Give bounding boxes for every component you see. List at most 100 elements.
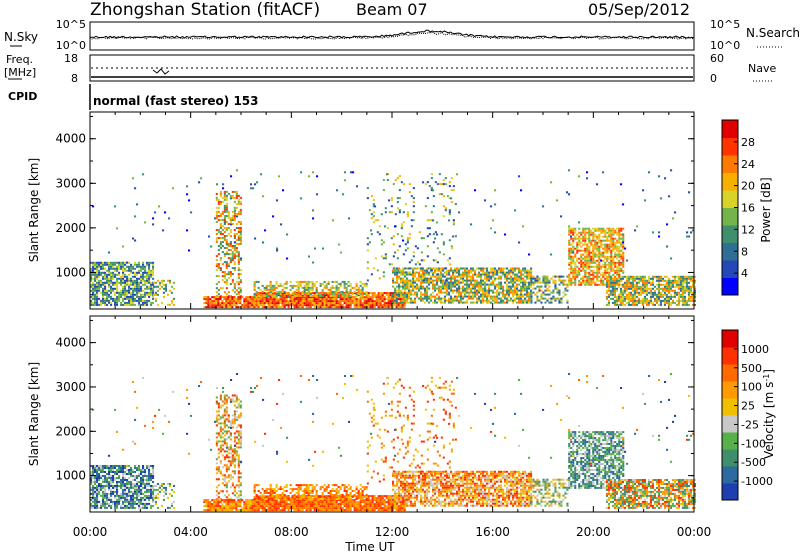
power-echo [118,265,121,268]
power-echo [606,239,609,242]
power-echo [307,280,310,283]
power-echo [327,304,330,307]
velocity-echo [130,496,133,499]
power-echo [528,291,531,294]
power-echo [522,293,525,296]
nave-excursion [152,68,170,75]
power-echo [474,291,477,294]
power-echo [610,253,613,256]
power-echo [510,267,513,270]
power-echo [402,211,405,214]
power-echo [584,271,587,274]
power-echo [687,299,690,302]
power-echo [620,237,623,240]
power-echo [532,281,535,284]
power-echo [162,287,165,290]
power-echo [383,296,386,299]
power-echo [613,285,616,288]
power-echo [454,269,457,272]
power-echo [434,269,437,272]
velocity-echo [140,492,143,495]
velocity-echo [94,498,97,501]
power-echo [492,295,495,298]
power-echo [90,289,93,292]
power-echo [215,233,218,235]
power-echo [550,181,553,184]
power-echo [132,265,135,268]
power-echo [598,265,601,268]
power-echo [160,281,163,284]
power-echo [665,289,668,292]
power-echo [643,301,646,304]
power-echo [219,267,222,270]
power-echo [406,211,409,214]
power-echo [605,291,608,294]
power-echo [323,280,326,283]
power-echo [510,279,513,282]
power-echo [669,289,672,292]
power-echo [223,255,226,258]
power-echo [136,295,139,298]
power-echo [611,283,614,286]
power-echo [254,237,257,240]
power-echo [252,187,255,190]
power-echo [402,297,405,300]
power-cells [90,169,696,309]
power-echo [486,271,489,274]
power-echo [590,255,593,258]
velocity-echo [114,506,117,509]
power-echo [259,302,262,305]
power-echo [291,286,294,289]
power-echo [395,306,398,309]
power-echo [102,299,105,302]
power-echo [526,281,529,284]
power-echo [134,289,137,292]
power-echo [596,279,599,282]
power-echo [347,302,350,305]
power-echo [140,299,143,302]
power-echo [158,205,161,208]
power-echo [516,277,519,280]
velocity-echo [96,504,99,507]
power-echo [126,283,129,286]
power-echo [422,287,425,290]
power-echo [100,273,103,276]
power-echo [275,293,278,295]
power-echo [172,187,175,190]
power-echo [669,301,672,304]
power-echo [227,298,230,301]
power-echo [598,241,601,244]
power-echo [387,306,390,309]
power-echo [102,289,105,292]
power-echo [522,279,525,282]
power-echo [391,300,394,303]
power-echo [106,269,109,272]
power-echo [412,197,415,200]
power-echo [486,273,489,276]
power-echo [594,275,597,278]
power-echo [271,300,274,303]
power-echo [510,287,513,290]
power-echo [496,291,499,294]
power-echo [586,245,589,248]
power-echo [275,304,278,307]
power-echo [277,284,280,287]
power-echo [235,243,238,245]
power-echo [261,296,264,299]
power-echo [384,257,387,260]
power-echo [309,286,312,289]
power-echo [333,295,336,297]
power-echo [408,283,411,286]
velocity-echo [134,467,137,469]
power-echo [641,285,644,288]
velocity-echo [108,496,111,499]
power-echo [484,199,487,202]
power-echo [106,275,109,278]
power-echo [377,296,380,299]
power-echo [297,282,300,285]
power-echo [122,287,125,290]
velocity-echo [132,496,135,499]
power-echo [233,304,236,307]
power-echo [295,302,298,305]
power-echo [618,255,621,258]
